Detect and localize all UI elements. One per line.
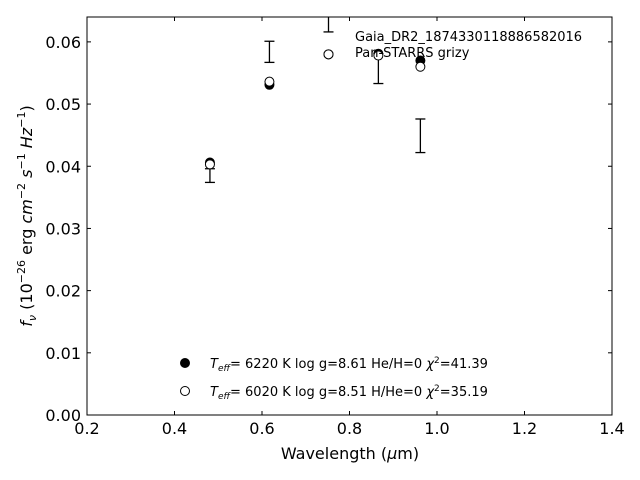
y-tick-label: 0.06 <box>45 33 81 52</box>
legend-marker-filled <box>180 358 190 368</box>
plot-frame <box>86 16 613 416</box>
data-point-open <box>204 159 215 170</box>
error-bar <box>415 118 426 154</box>
x-tick-label: 0.6 <box>249 419 274 438</box>
photometry-label: Pan-STARRS grizy <box>355 46 470 61</box>
x-tick-label: 0.2 <box>74 419 99 438</box>
y-tick-label: 0.05 <box>45 95 81 114</box>
data-point-open <box>264 76 275 87</box>
x-tick-label: 0.4 <box>162 419 187 438</box>
legend: Teff= 6220 K log g=8.61 He/H=0 χ2=41.39 … <box>180 356 488 402</box>
error-bar <box>204 168 215 184</box>
error-bar <box>323 17 334 33</box>
object-label: Gaia_DR2_1874330118886582016 <box>355 30 582 45</box>
data-point-open <box>415 61 426 72</box>
legend-marker-open <box>180 386 190 396</box>
y-tick-label: 0.04 <box>45 157 81 176</box>
y-axis-label: fν (10−26 erg cm−2 s−1 Hz−1) <box>15 105 39 326</box>
data-point-open <box>373 50 384 61</box>
y-tick-label: 0.00 <box>45 406 81 425</box>
y-tick-label: 0.01 <box>45 344 81 363</box>
y-tick-label: 0.03 <box>45 219 81 238</box>
legend-entry-1: Teff= 6220 K log g=8.61 He/H=0 χ2=41.39 <box>210 356 488 374</box>
x-tick-label: 1.4 <box>599 419 624 438</box>
x-tick-label: 1.0 <box>424 419 449 438</box>
x-tick-label: 0.8 <box>337 419 362 438</box>
x-axis-label: Wavelength (μm) <box>281 444 419 463</box>
plot-area: 0.2 0.4 0.6 0.8 1.0 1.2 1.4 0.00 0.01 0.02 0.03 0.0… <box>45 16 625 438</box>
data-marks <box>204 17 426 184</box>
x-tick-label: 1.2 <box>512 419 537 438</box>
error-bar <box>264 40 275 64</box>
legend-entry-2: Teff= 6020 K log g=8.51 H/He=0 χ2=35.19 <box>210 384 488 402</box>
y-tick-label: 0.02 <box>45 282 81 301</box>
data-point-open <box>323 49 334 60</box>
